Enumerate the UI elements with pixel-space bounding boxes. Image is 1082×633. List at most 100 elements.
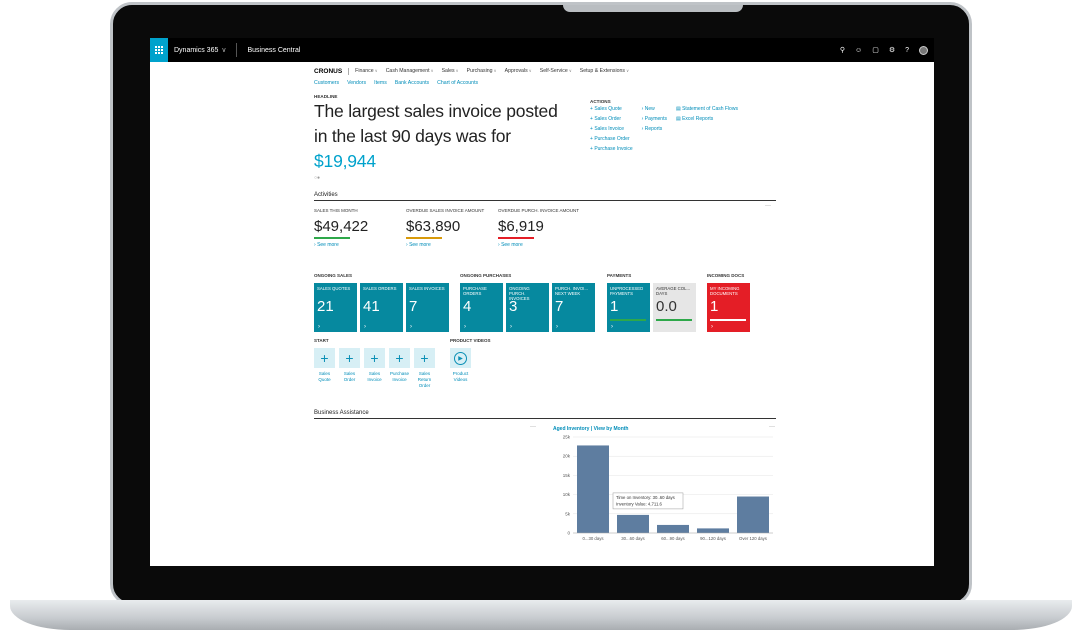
- chart-title[interactable]: Aged Inventory | View by Month: [553, 426, 629, 432]
- action-sales-quote[interactable]: + Sales Quote: [590, 106, 633, 116]
- action-excel-reports[interactable]: ▤ Excel Reports: [676, 116, 738, 126]
- action-label: New: [644, 106, 655, 112]
- plus-icon: +: [590, 116, 595, 122]
- tile-value: 4: [463, 298, 472, 315]
- tile-sales-orders[interactable]: SALES ORDERS 41 ›: [360, 283, 403, 332]
- action-purchase-order[interactable]: + Purchase Order: [590, 136, 633, 146]
- start-button-label: Purchase Invoice: [389, 371, 409, 382]
- help-icon[interactable]: ?: [905, 46, 909, 54]
- tile-indicator-bar: [656, 319, 692, 321]
- product-videos-button[interactable]: ▶ Product Videos: [450, 348, 471, 383]
- kpi-overdue-sales-invoice-amount[interactable]: OVERDUE SALES INVOICE AMOUNT $63,890 › See…: [406, 208, 498, 248]
- action-reports[interactable]: › Reports: [642, 126, 667, 136]
- notification-icon[interactable]: ☺: [855, 46, 863, 54]
- tile-purchase-orders[interactable]: PURCHASE ORDERS 4 ›: [460, 283, 503, 332]
- tile-my-incoming-documents[interactable]: MY INCOMING DOCUMENTS 1 ›: [707, 283, 750, 332]
- action-sales-order[interactable]: + Sales Order: [590, 116, 633, 126]
- start-sales-invoice-button[interactable]: + Sales Invoice: [364, 348, 385, 389]
- chevron-right-icon: ›: [318, 324, 320, 330]
- avatar[interactable]: [919, 45, 928, 55]
- start-sales-return-order-button[interactable]: + Sales Return Order: [414, 348, 435, 389]
- group-label: ONGOING SALES: [314, 273, 353, 278]
- bar-30-60-days[interactable]: [617, 514, 649, 533]
- x-tick-label: Over 120 days: [739, 536, 767, 541]
- start-sales-quote-button[interactable]: + Sales Quote: [314, 348, 335, 389]
- start-purchase-invoice-button[interactable]: + Purchase Invoice: [389, 348, 410, 389]
- bar-over-120-days[interactable]: [737, 496, 769, 533]
- tile-label: AVERAGE COL... DAYS: [656, 286, 691, 296]
- link-bank-accounts[interactable]: Bank Accounts: [394, 80, 430, 86]
- tile-label: SALES ORDERS: [363, 286, 397, 291]
- kpi-sales-this-month[interactable]: SALES THIS MONTH $49,422 › See more: [314, 208, 406, 248]
- nav-item-self-service[interactable]: Self-Service: [540, 68, 572, 74]
- action-label: Excel Reports: [682, 116, 714, 122]
- tooltip-box: [612, 492, 684, 510]
- message-icon[interactable]: ▢: [872, 47, 879, 54]
- kpi-overdue-purch-invoice-amount[interactable]: OVERDUE PURCH. INVOICE AMOUNT $6,919 › See…: [498, 208, 590, 248]
- play-icon: ▶: [454, 351, 467, 365]
- action-sales-invoice[interactable]: + Sales Invoice: [590, 126, 633, 136]
- kpi-label: SALES THIS MONTH: [314, 208, 358, 213]
- kpi-row: SALES THIS MONTH $49,422 › See more OVERDUE…: [314, 208, 590, 248]
- more-options-icon[interactable]: ···: [530, 424, 536, 430]
- company-name[interactable]: CRONUS: [314, 67, 350, 75]
- bar-90-120-days[interactable]: [697, 528, 729, 533]
- nav-item-approvals[interactable]: Approvals: [505, 68, 532, 74]
- divider: [236, 43, 238, 57]
- plus-icon: +: [590, 106, 595, 112]
- action-new[interactable]: › New: [642, 106, 667, 116]
- see-more-link[interactable]: › See more: [406, 242, 498, 248]
- headline-pager[interactable]: ○●: [314, 175, 321, 181]
- product-name[interactable]: Dynamics 365: [174, 46, 219, 54]
- nav-item-sales[interactable]: Sales: [442, 68, 459, 74]
- see-more-label: See more: [409, 242, 431, 248]
- top-bar: Dynamics 365 ∨ Business Central ⚲ ☺ ▢ ⚙ …: [150, 38, 934, 62]
- headline-amount[interactable]: $19,944: [314, 151, 376, 171]
- link-chart-of-accounts[interactable]: Chart of Accounts: [437, 80, 479, 86]
- search-icon[interactable]: ⚲: [839, 47, 846, 54]
- group-label: INCOMING DOCS: [707, 273, 745, 278]
- tile-value: 3: [509, 298, 518, 315]
- see-more-link[interactable]: › See more: [314, 242, 406, 248]
- chevron-right-icon: ›: [406, 242, 410, 248]
- chevron-right-icon: ›: [641, 126, 645, 132]
- tile-sales-invoices[interactable]: SALES INVOICES 7 ›: [406, 283, 449, 332]
- tile-ongoing-purch-invoices[interactable]: ONGOING PURCH. INVOICES 3 ›: [506, 283, 549, 332]
- tile-unprocessed-payments[interactable]: UNPROCESSED PAYMENTS 1 ›: [607, 283, 650, 332]
- tile-sales-quotes[interactable]: SALES QUOTES 21 ›: [314, 283, 357, 332]
- actions-label: ACTIONS: [590, 99, 611, 104]
- chevron-right-icon: ›: [498, 242, 502, 248]
- tile-average-col-days[interactable]: AVERAGE COL... DAYS 0.0: [653, 283, 696, 332]
- bar-0-30-days[interactable]: [577, 445, 609, 533]
- tile-label: MY INCOMING DOCUMENTS: [710, 286, 740, 296]
- chevron-right-icon: ›: [314, 242, 318, 248]
- kpi-indicator-bar: [314, 237, 350, 239]
- action-payments[interactable]: › Payments: [642, 116, 667, 126]
- gear-icon[interactable]: ⚙: [888, 47, 896, 54]
- app-launcher-button[interactable]: [150, 38, 168, 62]
- action-purchase-invoice[interactable]: + Purchase Invoice: [590, 146, 633, 156]
- start-sales-order-button[interactable]: + Sales Order: [339, 348, 360, 389]
- kpi-value: $63,890: [406, 218, 461, 235]
- more-options-icon[interactable]: ···: [769, 424, 775, 430]
- nav-item-setup[interactable]: Setup & Extensions: [580, 68, 629, 74]
- bar-60-90-days[interactable]: [657, 524, 689, 533]
- see-more-link[interactable]: › See more: [498, 242, 590, 248]
- more-options-icon[interactable]: ···: [765, 203, 771, 209]
- nav-item-finance[interactable]: Finance: [355, 68, 378, 74]
- tile-label: SALES QUOTES: [317, 286, 351, 291]
- chevron-down-icon[interactable]: ∨: [221, 47, 227, 54]
- tile-value: 7: [555, 298, 564, 315]
- nav-item-cash-management[interactable]: Cash Management: [386, 68, 434, 74]
- tile-indicator-bar: [610, 319, 646, 321]
- report-icon: ▤: [675, 106, 683, 112]
- waffle-icon: [155, 46, 163, 54]
- action-statement-of-cash-flows[interactable]: ▤ Statement of Cash Flows: [676, 106, 738, 116]
- tile-label: PURCHASE ORDERS: [463, 286, 487, 296]
- link-vendors[interactable]: Vendors: [347, 80, 367, 86]
- group-label: ONGOING PURCHASES: [460, 273, 512, 278]
- link-items[interactable]: Items: [374, 80, 387, 86]
- nav-item-purchasing[interactable]: Purchasing: [467, 68, 497, 74]
- link-customers[interactable]: Customers: [314, 80, 340, 86]
- tile-purch-invoi-next-week[interactable]: PURCH. INVOI... NEXT WEEK 7 ›: [552, 283, 595, 332]
